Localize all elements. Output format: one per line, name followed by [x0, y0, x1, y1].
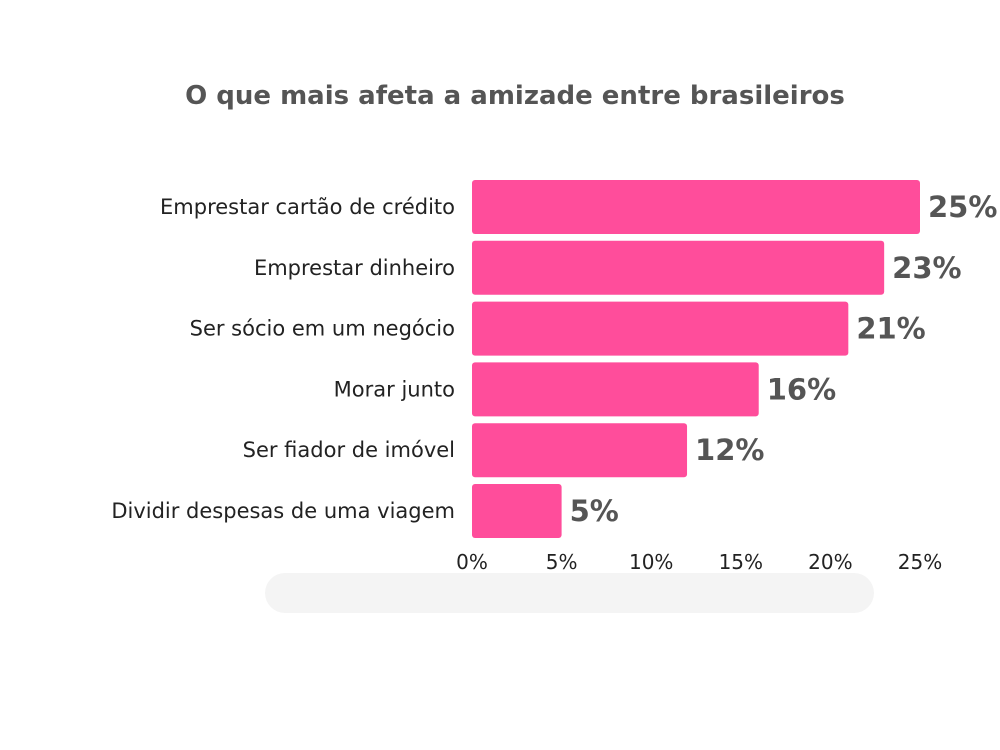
chart-title: O que mais afeta a amizade entre brasile… — [185, 81, 845, 111]
x-tick-label-5: 25% — [898, 550, 942, 574]
bars-layer: Emprestar cartão de crédito 25% Emprestar … — [111, 180, 997, 538]
category-label-4: Ser fiador de imóvel — [243, 438, 455, 462]
value-label-5: 5% — [570, 494, 619, 528]
category-label-5: Dividir despesas de uma viagem — [111, 499, 455, 523]
x-tick-label-2: 10% — [629, 550, 673, 574]
category-label-0: Emprestar cartão de crédito — [160, 195, 455, 219]
value-label-1: 23% — [892, 251, 961, 285]
x-tick-label-1: 5% — [546, 550, 578, 574]
bar-4 — [472, 423, 688, 478]
category-label-3: Morar junto — [334, 377, 455, 401]
bar-1 — [472, 240, 885, 295]
x-tick-label-3: 15% — [719, 550, 763, 574]
category-label-2: Ser sócio em um negócio — [190, 317, 455, 341]
value-label-4: 12% — [695, 433, 764, 467]
x-axis-ticks: 0% 5% 10% 15% 20% 25% — [456, 550, 942, 574]
bar-5 — [472, 484, 562, 538]
value-label-2: 21% — [856, 312, 925, 346]
category-label-1: Emprestar dinheiro — [254, 256, 455, 280]
value-label-0: 25% — [928, 190, 997, 224]
bar-3 — [472, 362, 759, 417]
bar-0 — [472, 180, 920, 234]
bar-2 — [472, 301, 849, 356]
x-tick-label-4: 20% — [808, 550, 852, 574]
x-tick-label-0: 0% — [456, 550, 488, 574]
value-label-3: 16% — [767, 372, 836, 406]
horizontal-scrollbar[interactable] — [265, 573, 874, 613]
